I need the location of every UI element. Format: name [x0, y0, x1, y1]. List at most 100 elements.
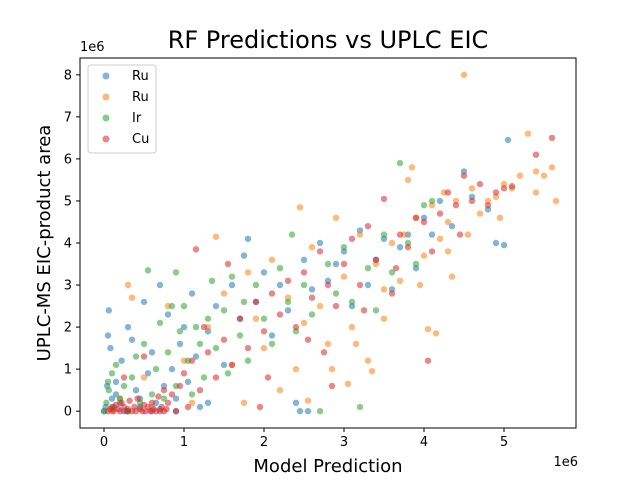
data-point: [380, 195, 388, 203]
legend-entry-cu: Cu: [102, 132, 149, 147]
data-point: [112, 361, 120, 369]
data-point: [300, 256, 308, 263]
x-tick-label: 4: [420, 435, 428, 450]
data-point: [372, 307, 380, 314]
data-point: [532, 168, 540, 175]
data-point: [428, 197, 436, 205]
data-point: [380, 286, 388, 293]
data-point: [268, 256, 276, 263]
data-point: [176, 340, 184, 348]
data-point: [552, 197, 560, 205]
legend-entry-ir: Ir: [102, 111, 142, 126]
data-point: [296, 204, 304, 211]
data-point: [116, 408, 124, 415]
data-point: [104, 378, 112, 385]
data-point: [416, 281, 424, 289]
data-point: [156, 319, 164, 327]
data-point: [396, 277, 404, 284]
data-point: [188, 290, 196, 297]
data-point: [492, 239, 500, 247]
data-point: [348, 298, 356, 306]
data-point: [320, 349, 328, 356]
legend-box: [87, 64, 157, 154]
data-point: [424, 357, 432, 364]
y-axis-label: UPLC-MS EIC-product area: [34, 125, 55, 362]
series-1-points: [108, 71, 560, 415]
data-point: [356, 281, 364, 289]
data-point: [124, 281, 132, 289]
data-point: [192, 323, 200, 331]
data-point: [252, 315, 260, 322]
data-point: [172, 395, 180, 402]
chart-title: RF Predictions vs UPLC EIC: [168, 26, 489, 54]
data-point: [464, 231, 472, 238]
data-point: [220, 307, 228, 314]
data-point: [126, 397, 133, 404]
legend-label: Ru: [132, 69, 149, 84]
data-point: [155, 393, 162, 400]
data-point: [180, 302, 188, 310]
data-point: [196, 340, 204, 348]
data-point: [184, 403, 192, 411]
data-point: [200, 323, 208, 331]
data-point: [448, 223, 456, 230]
data-point: [388, 239, 396, 247]
data-point: [128, 294, 136, 301]
data-point: [340, 260, 348, 268]
data-point: [160, 395, 168, 402]
data-point: [388, 290, 396, 297]
data-point: [380, 315, 388, 322]
data-point: [168, 391, 176, 398]
data-point: [324, 281, 332, 289]
data-point: [164, 399, 172, 406]
data-point: [228, 281, 236, 289]
data-point: [180, 370, 188, 377]
data-point: [108, 395, 116, 402]
data-point: [396, 159, 404, 167]
legend-marker: [102, 93, 110, 101]
data-point: [244, 344, 252, 352]
data-point: [388, 269, 396, 276]
data-point: [460, 172, 468, 179]
data-point: [172, 408, 180, 415]
y-tick-label: 5: [64, 194, 72, 209]
y-tick-label: 2: [64, 321, 72, 336]
data-point: [364, 281, 372, 289]
legend-marker: [102, 72, 110, 80]
data-point: [268, 340, 276, 348]
data-point: [244, 357, 252, 364]
y-tick-label: 1: [64, 363, 72, 378]
data-point: [240, 252, 248, 259]
data-point: [148, 391, 156, 398]
data-point: [360, 307, 368, 314]
data-point: [128, 374, 136, 381]
data-point: [224, 370, 232, 377]
data-point: [104, 332, 112, 339]
data-point: [412, 260, 420, 268]
data-point: [444, 218, 452, 226]
data-point: [308, 244, 316, 251]
data-point: [156, 281, 164, 289]
legend-label: Cu: [132, 132, 149, 147]
data-point: [140, 353, 148, 360]
data-point: [276, 265, 284, 272]
data-point: [105, 387, 113, 394]
data-point: [212, 344, 220, 352]
legend-label: Ru: [132, 90, 149, 105]
data-point: [132, 387, 140, 394]
data-point: [132, 353, 140, 360]
y-tick-label: 6: [64, 152, 72, 167]
data-point: [244, 269, 252, 276]
data-point: [168, 302, 176, 310]
data-point: [268, 332, 276, 339]
data-point: [324, 340, 332, 348]
data-point: [404, 176, 412, 184]
data-point: [460, 71, 468, 79]
data-point: [420, 202, 428, 209]
data-point: [516, 172, 524, 179]
data-point: [348, 323, 356, 331]
x-tick-label: 5: [500, 435, 508, 450]
data-point: [188, 399, 196, 406]
data-point: [110, 408, 117, 415]
data-point: [468, 185, 476, 192]
